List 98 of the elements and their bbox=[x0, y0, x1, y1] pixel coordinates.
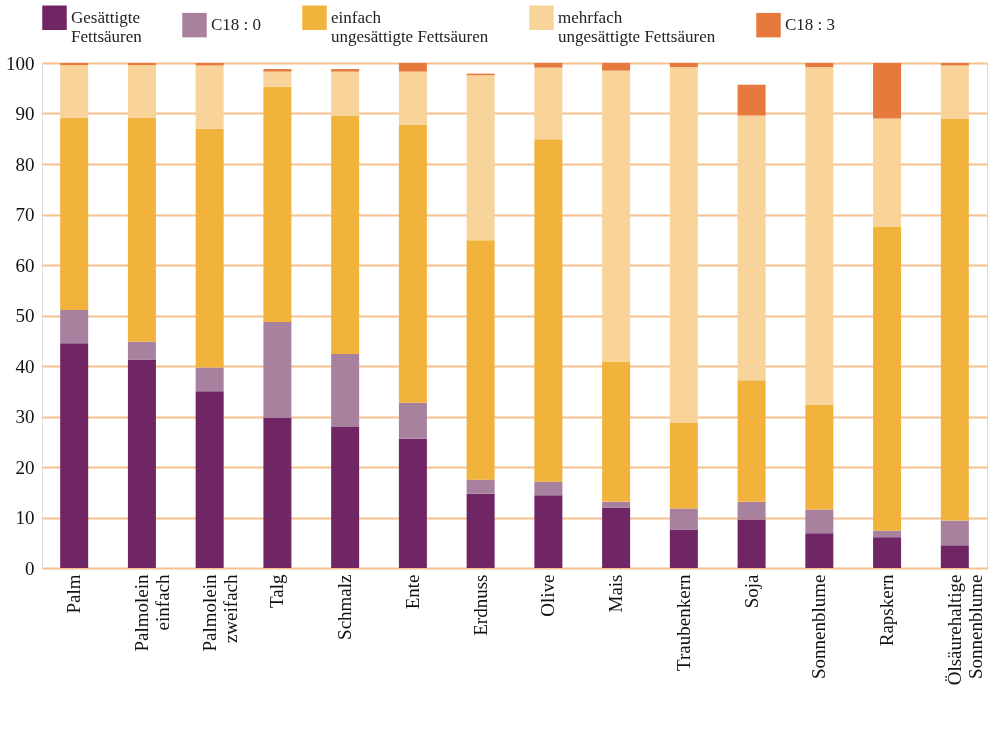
bar bbox=[737, 84, 766, 116]
bar bbox=[669, 529, 698, 568]
bar bbox=[669, 67, 698, 423]
y-tick-label: 50 bbox=[15, 305, 35, 326]
bar bbox=[466, 240, 495, 480]
x-tick-label: Erdnuss bbox=[469, 574, 491, 636]
bar bbox=[602, 63, 631, 71]
bar bbox=[195, 367, 224, 392]
bar bbox=[873, 63, 902, 119]
legend-label: C18 : 3 bbox=[785, 15, 836, 35]
bar bbox=[195, 63, 224, 66]
x-tick-label: Talg bbox=[266, 574, 288, 608]
x-tick-label: Ente bbox=[401, 574, 423, 610]
bar bbox=[331, 427, 360, 568]
bar bbox=[534, 481, 563, 496]
x-tick-label: Soja bbox=[740, 573, 762, 609]
bar bbox=[669, 63, 698, 68]
bar bbox=[195, 128, 224, 368]
bar bbox=[466, 75, 495, 241]
y-tick-label: 20 bbox=[15, 456, 35, 478]
y-tick-label: 30 bbox=[15, 406, 35, 427]
bar bbox=[60, 343, 89, 568]
y-tick-label: 80 bbox=[15, 153, 35, 175]
x-tick-label: Olive bbox=[537, 574, 559, 617]
bar bbox=[331, 69, 360, 72]
bar bbox=[195, 65, 224, 129]
bar bbox=[331, 353, 360, 428]
bar bbox=[398, 124, 427, 403]
legend-label: Gesättigte Fettsäuren bbox=[71, 7, 143, 46]
bar bbox=[940, 63, 969, 66]
bar bbox=[873, 118, 902, 227]
y-tick-label: 70 bbox=[15, 204, 35, 225]
bar bbox=[60, 63, 89, 66]
bar bbox=[873, 537, 902, 568]
bar bbox=[398, 402, 427, 439]
bar bbox=[127, 65, 156, 118]
x-tick-label: Schmalz bbox=[334, 574, 356, 640]
legend-label: C18 : 0 bbox=[211, 15, 262, 35]
bar bbox=[602, 507, 631, 568]
bar bbox=[602, 361, 631, 502]
bar bbox=[737, 380, 766, 502]
y-tick-label: 0 bbox=[25, 557, 35, 579]
bar bbox=[263, 69, 292, 72]
bar bbox=[398, 63, 427, 72]
bar bbox=[940, 520, 969, 546]
bar bbox=[263, 418, 292, 568]
bar bbox=[466, 493, 495, 568]
x-tick-label: Traubenkern bbox=[672, 574, 694, 671]
bar bbox=[60, 117, 89, 310]
x-tick-label: Mais bbox=[605, 574, 627, 613]
bar bbox=[805, 533, 834, 568]
bar bbox=[940, 65, 969, 119]
bar bbox=[331, 71, 360, 116]
bar bbox=[602, 70, 631, 362]
legend-label: einfach ungesättigte Fettsäuren bbox=[331, 7, 489, 46]
bar bbox=[534, 67, 563, 140]
bar bbox=[737, 519, 766, 568]
bar bbox=[805, 404, 834, 510]
bar bbox=[398, 438, 427, 568]
y-tick-label: 60 bbox=[15, 254, 35, 276]
bar bbox=[263, 86, 292, 323]
x-tick-label: Sonnenblume bbox=[808, 574, 830, 679]
x-tick-label: Palmolein einfach bbox=[130, 574, 173, 652]
bar bbox=[805, 67, 834, 405]
bar bbox=[534, 63, 563, 68]
bar bbox=[669, 422, 698, 509]
bar bbox=[669, 508, 698, 530]
y-tick-label: 10 bbox=[15, 507, 35, 528]
bar bbox=[127, 117, 156, 342]
x-tick-label: Palm bbox=[63, 574, 85, 614]
bar bbox=[127, 359, 156, 568]
x-tick-label: Rapskern bbox=[876, 574, 898, 647]
bar bbox=[127, 63, 156, 66]
bar bbox=[534, 495, 563, 568]
legend-label: mehrfach ungesättigte Fettsäuren bbox=[558, 7, 716, 46]
bar bbox=[805, 509, 834, 534]
bar bbox=[127, 341, 156, 360]
bar bbox=[466, 479, 495, 494]
bar bbox=[60, 65, 89, 118]
bar bbox=[737, 115, 766, 381]
x-tick-label: Ölsäurehaltige Sonnenblume bbox=[943, 574, 986, 686]
bar bbox=[737, 501, 766, 520]
bar bbox=[602, 501, 631, 508]
bar bbox=[534, 139, 563, 482]
bar bbox=[195, 391, 224, 568]
y-tick-label: 100 bbox=[6, 52, 35, 74]
bar bbox=[873, 226, 902, 531]
bar bbox=[60, 309, 89, 344]
bar bbox=[263, 322, 292, 419]
bar bbox=[873, 530, 902, 538]
bar bbox=[331, 115, 360, 354]
y-tick-label: 40 bbox=[15, 355, 35, 377]
bar bbox=[263, 71, 292, 87]
bar bbox=[805, 63, 834, 68]
y-tick-label: 90 bbox=[15, 103, 35, 124]
bar bbox=[940, 545, 969, 568]
bar bbox=[398, 71, 427, 125]
bar bbox=[940, 118, 969, 521]
